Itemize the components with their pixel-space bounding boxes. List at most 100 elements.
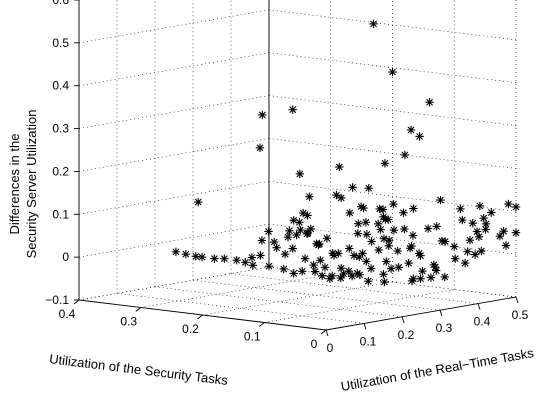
data-point [335, 162, 344, 172]
data-point [415, 132, 424, 141]
data-point [306, 224, 315, 234]
data-point [380, 159, 390, 168]
y-tick-label: 0.4 [59, 307, 76, 321]
data-point [309, 260, 318, 270]
data-point [353, 229, 363, 238]
data-point [362, 257, 371, 266]
data-point [285, 226, 294, 235]
data-point [283, 232, 293, 242]
data-point [355, 270, 364, 279]
data-point [432, 222, 441, 231]
data-point [279, 264, 288, 274]
floor-gridline-x [116, 293, 365, 324]
x-tick-label: 0.2 [398, 328, 415, 342]
data-point [181, 249, 191, 259]
data-point [381, 215, 390, 224]
data-point [359, 203, 368, 213]
floor-gridline-x [192, 279, 441, 311]
side-wall-gridline-z [268, 180, 517, 212]
data-point [437, 236, 447, 246]
y-axis-label: Utilization of the Security Tasks [48, 351, 229, 388]
y-tick-mark [197, 314, 203, 320]
data-point [292, 230, 301, 240]
data-point [171, 247, 181, 257]
data-point [264, 227, 273, 236]
data-point [355, 252, 364, 262]
data-point [362, 230, 372, 239]
data-point [364, 183, 373, 193]
data-point [468, 218, 477, 228]
data-point [416, 251, 425, 260]
x-tick-mark [515, 296, 519, 304]
data-point [210, 254, 219, 263]
data-point [345, 208, 354, 218]
data-point [400, 224, 409, 234]
data-point [220, 254, 229, 263]
floor-gridline-x [154, 286, 403, 318]
data-point [366, 264, 376, 273]
data-point [470, 250, 480, 259]
data-point [280, 249, 290, 259]
x-tick-label: 0.3 [436, 321, 453, 335]
data-point [288, 105, 297, 114]
data-point [456, 204, 465, 214]
axis-layer [73, 0, 519, 337]
data-point [289, 216, 298, 225]
data-point [504, 199, 513, 209]
data-point [465, 235, 475, 245]
floor-gridline-y [264, 289, 455, 323]
data-point [409, 204, 418, 213]
data-point [353, 269, 362, 278]
data-point [472, 227, 482, 236]
data-point [354, 219, 363, 228]
data-point [400, 150, 410, 160]
data-point [316, 256, 325, 265]
data-point [399, 208, 408, 217]
data-point [481, 219, 491, 229]
data-point [386, 264, 396, 273]
data-point [302, 229, 312, 239]
data-point [388, 67, 397, 77]
z-tick-label: 0.2 [52, 164, 69, 178]
data-point [375, 204, 384, 214]
data-point [288, 244, 297, 253]
data-point [194, 197, 203, 207]
data-point [432, 266, 441, 275]
side-wall-gridline-z [268, 223, 517, 255]
tick-labels: 0 0.1 0.2 0.3 0.4 0.500.10.20.30.4−0.100.10.2… [45, 0, 528, 355]
side-wall-gridline-z [268, 9, 517, 41]
data-point [379, 234, 389, 243]
data-point [407, 276, 417, 286]
side-wall-gridline-z [268, 266, 517, 298]
data-point [423, 224, 433, 233]
back-wall-gridline-z [78, 223, 270, 258]
data-point [477, 246, 486, 256]
x-tick-mark [363, 323, 367, 330]
x-tick-label: 0.4 [474, 315, 491, 329]
z-tick-label: 0.3 [52, 122, 69, 136]
z-tick-label: 0.6 [52, 0, 69, 7]
data-point [369, 19, 378, 29]
data-point [348, 183, 357, 192]
data-point [499, 227, 508, 236]
y-tick-label: 0.3 [120, 315, 137, 329]
grid-layer [78, 0, 517, 331]
data-point [436, 195, 445, 205]
z-axis-label-line-1: Differences in the [7, 134, 22, 235]
data-point [364, 276, 373, 286]
data-point [232, 255, 241, 265]
data-point [426, 273, 436, 282]
data-point [241, 258, 250, 267]
y-tick-label: 0.2 [182, 322, 199, 336]
y-tick-mark [73, 299, 80, 305]
back-wall-gridline-z [78, 266, 270, 301]
data-point [298, 267, 307, 276]
data-point [256, 251, 265, 260]
data-point [481, 225, 490, 234]
z-tick-label: 0 [62, 250, 69, 264]
data-point [374, 219, 383, 229]
data-point [379, 270, 388, 279]
x-tick-mark [401, 316, 405, 323]
y-tick-mark [258, 322, 265, 327]
data-point [495, 231, 505, 241]
